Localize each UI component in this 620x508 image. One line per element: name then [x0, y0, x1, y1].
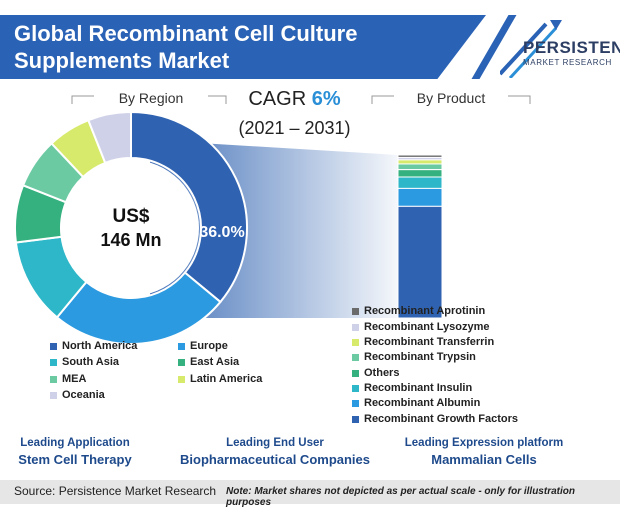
region-donut — [14, 110, 248, 345]
period-text: (2021 – 2031) — [238, 118, 351, 138]
bar-segment-recombinant-trypsin — [397, 163, 443, 171]
by-product-label: By Product — [416, 90, 486, 106]
cagr-text: CAGR 6% — [212, 88, 377, 111]
legend-swatch — [352, 353, 359, 361]
product-stacked-bar — [397, 154, 443, 319]
bar-segment-recombinant-insulin — [397, 176, 443, 189]
donut-slice-north-america — [130, 110, 248, 304]
legend-label: Recombinant Aprotinin — [364, 305, 486, 317]
donut-slice-europe — [55, 271, 222, 345]
legend-label: Recombinant Lysozyme — [364, 321, 490, 333]
leading-application-value: Stem Cell Therapy — [18, 452, 132, 467]
leading-expression-value: Mammalian Cells — [431, 452, 537, 467]
legend-swatch — [178, 358, 185, 366]
legend-label: Recombinant Growth Factors — [364, 413, 519, 425]
legend-swatch — [50, 375, 57, 383]
legend-swatch — [50, 342, 57, 350]
legend-swatch — [50, 391, 57, 399]
legend-east-asia: East Asia — [178, 356, 239, 368]
by-region-label: By Region — [118, 90, 184, 106]
cagr-value: 6% — [311, 88, 341, 110]
bar-segment-recombinant-growth-factors — [397, 205, 443, 319]
legend-swatch — [352, 307, 359, 315]
legend-swatch — [178, 375, 185, 383]
legend-swatch — [352, 338, 359, 346]
legend-recombinant-insulin: Recombinant Insulin — [352, 382, 472, 394]
legend-swatch — [352, 323, 359, 331]
source-text: Source: Persistence Market Research — [14, 484, 217, 498]
legend-label: Recombinant Transferrin — [364, 336, 495, 348]
legend-europe: Europe — [178, 340, 228, 352]
legend-swatch — [352, 369, 359, 377]
legend-recombinant-transferrin: Recombinant Transferrin — [352, 336, 494, 348]
legend-label: Europe — [190, 340, 228, 352]
legend-label: Recombinant Trypsin — [364, 351, 476, 363]
legend-label: MEA — [62, 373, 87, 385]
donut-hole — [63, 160, 199, 296]
legend-swatch — [50, 358, 57, 366]
donut-slice-oceania — [86, 110, 132, 165]
legend-recombinant-aprotinin: Recombinant Aprotinin — [352, 305, 485, 317]
legend-north-america: North America — [50, 340, 137, 352]
legend-latin-america: Latin America — [178, 373, 262, 385]
page-title: Global Recombinant Cell Culture Suppleme… — [14, 20, 357, 74]
cagr-prefix: CAGR — [248, 88, 307, 110]
logo-icon — [500, 20, 562, 78]
legend-label: Latin America — [190, 373, 263, 385]
note-text: Note: Market shares not depicted as per … — [226, 486, 575, 508]
bar-segment-others — [397, 169, 443, 178]
title-line-1: Global Recombinant Cell Culture — [14, 21, 358, 46]
legend-label: South Asia — [62, 356, 120, 368]
bar-segment-recombinant-albumin — [397, 187, 443, 207]
legend-swatch — [178, 342, 185, 350]
legend-oceania: Oceania — [50, 389, 105, 401]
logo-subtitle: MARKET RESEARCH — [523, 58, 612, 67]
donut-center-line-1: US$ — [113, 206, 150, 227]
leading-application-label: Leading Application — [20, 437, 130, 449]
leading-end-user-value: Biopharmaceutical Companies — [180, 452, 370, 467]
legend-south-asia: South Asia — [50, 356, 119, 368]
leading-end-user-label: Leading End User — [226, 437, 324, 449]
legend-label: East Asia — [190, 356, 240, 368]
legend-swatch — [352, 384, 359, 392]
legend-others: Others — [352, 367, 399, 379]
legend-swatch — [352, 415, 359, 423]
footer-bar — [0, 480, 620, 504]
legend-label: Oceania — [62, 389, 105, 401]
bar-segment-recombinant-transferrin — [397, 159, 443, 165]
donut-center-line-2: 146 Mn — [100, 230, 161, 250]
legend-recombinant-lysozyme: Recombinant Lysozyme — [352, 321, 490, 333]
title-line-2: Supplements Market — [14, 48, 230, 73]
legend-recombinant-growth-factors: Recombinant Growth Factors — [352, 413, 518, 425]
legend-label: Recombinant Insulin — [364, 382, 473, 394]
logo-name: PERSISTENCE — [523, 38, 620, 57]
legend-label: North America — [62, 340, 138, 352]
legend-recombinant-albumin: Recombinant Albumin — [352, 397, 480, 409]
legend-recombinant-trypsin: Recombinant Trypsin — [352, 351, 476, 363]
legend-label: Others — [364, 367, 400, 379]
donut-data-label: 36.0% — [199, 224, 244, 241]
leading-expression-label: Leading Expression platform — [404, 437, 564, 449]
title-banner — [0, 15, 486, 79]
legend-swatch — [352, 399, 359, 407]
legend-label: Recombinant Albumin — [364, 397, 481, 409]
legend-mea: MEA — [50, 373, 86, 385]
